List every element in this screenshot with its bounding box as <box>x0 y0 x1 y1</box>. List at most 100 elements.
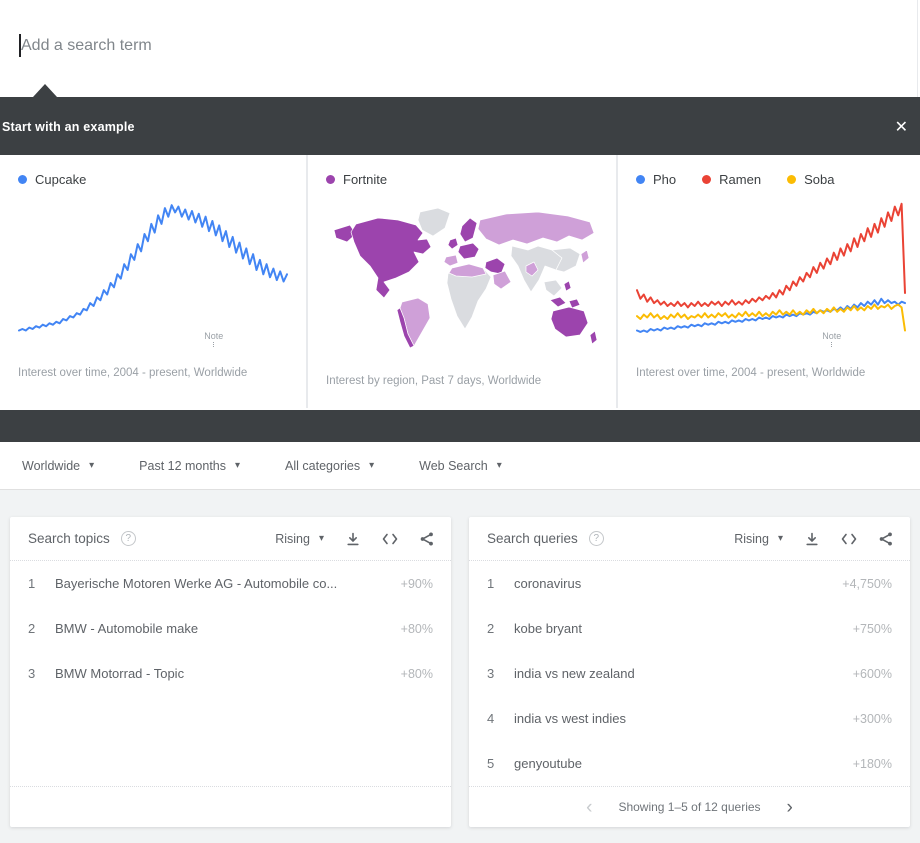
table-row[interactable]: 2 BMW - Automobile make +80% <box>10 606 451 651</box>
embed-code-icon[interactable] <box>841 531 857 547</box>
map-region-chile-argentina <box>396 307 415 349</box>
series-dot-icon <box>702 174 712 184</box>
pagination-prev-icon[interactable]: ‹ <box>586 796 593 818</box>
world-map-chart <box>326 195 598 363</box>
row-value: +180% <box>852 756 892 771</box>
download-icon[interactable] <box>345 531 361 547</box>
filter-geo[interactable]: Worldwide ▾ <box>22 459 94 473</box>
map-region-se-asia <box>543 279 563 297</box>
legend-label: Soba <box>804 171 835 187</box>
row-rank: 3 <box>487 666 495 681</box>
map-region-greenland <box>417 207 451 237</box>
table-row[interactable]: 1 coronavirus +4,750% <box>469 561 910 606</box>
map-region-iberia <box>443 254 459 267</box>
embed-code-icon[interactable] <box>382 531 398 547</box>
panel-header: Search queries ? Rising ▾ <box>469 517 910 561</box>
table-row[interactable]: 1 Bayerische Motoren Werke AG - Automobi… <box>10 561 451 606</box>
line-chart-noodles: Note <box>636 195 906 355</box>
filter-search-type[interactable]: Web Search ▾ <box>419 459 502 473</box>
chevron-down-icon: ▾ <box>89 460 95 471</box>
legend-item: Soba <box>787 172 834 187</box>
sort-dropdown[interactable]: Rising ▾ <box>734 532 783 546</box>
example-cards-row: Cupcake Note Interest over time, 2004 - … <box>0 155 920 408</box>
row-label: BMW Motorrad - Topic <box>55 666 185 681</box>
map-canvas <box>333 207 598 349</box>
panel-header: Search topics ? Rising ▾ <box>10 517 451 561</box>
help-icon[interactable]: ? <box>588 531 604 546</box>
example-card-cupcake[interactable]: Cupcake Note Interest over time, 2004 - … <box>0 155 306 408</box>
table-row[interactable]: 4 india vs west indies +300% <box>469 696 910 741</box>
row-label: BMW - Automobile make <box>55 621 199 636</box>
row-rank: 2 <box>28 621 36 636</box>
chevron-down-icon: ▾ <box>235 460 241 471</box>
download-icon[interactable] <box>804 531 820 547</box>
legend: Cupcake <box>18 169 288 189</box>
table-row[interactable]: 5 genyoutube +180% <box>469 741 910 786</box>
map-region-australia <box>550 306 589 338</box>
topics-list: 1 Bayerische Motoren Werke AG - Automobi… <box>10 561 451 696</box>
chevron-down-icon: ▾ <box>777 533 783 544</box>
banner-title: Start with an example <box>2 120 135 134</box>
example-card-noodles[interactable]: Pho Ramen Soba Note Interest over time, … <box>618 155 920 408</box>
filter-time-range[interactable]: Past 12 months ▾ <box>139 459 240 473</box>
map-region-philippines <box>563 280 572 292</box>
search-input[interactable] <box>21 28 621 64</box>
series-dot-icon <box>787 174 797 184</box>
share-icon[interactable] <box>878 531 894 547</box>
legend-item: Fortnite <box>326 172 387 187</box>
row-rank: 1 <box>487 576 495 591</box>
legend-item: Pho <box>636 172 676 187</box>
close-icon[interactable]: ✕ <box>894 119 908 136</box>
legend: Pho Ramen Soba <box>636 169 906 189</box>
help-icon[interactable]: ? <box>120 531 136 546</box>
pagination-next-icon[interactable]: › <box>786 796 793 818</box>
row-label: india vs new zealand <box>514 666 635 681</box>
chart-canvas <box>18 204 288 332</box>
share-icon[interactable] <box>419 531 435 547</box>
chart-caption: Interest over time, 2004 - present, Worl… <box>18 367 248 379</box>
chart-caption: Interest by region, Past 7 days, Worldwi… <box>326 375 542 387</box>
map-region-alaska <box>333 224 357 243</box>
row-rank: 4 <box>487 711 495 726</box>
legend-label: Pho <box>653 171 677 187</box>
divider <box>0 408 920 410</box>
map-region-russia <box>477 211 595 246</box>
row-rank: 5 <box>487 756 495 771</box>
map-region-new-zealand <box>589 330 598 345</box>
legend-item: Ramen <box>702 172 761 187</box>
row-value: +90% <box>400 576 433 591</box>
chevron-down-icon: ▾ <box>318 533 324 544</box>
chart-note-annotation: Note <box>822 331 841 347</box>
chart-canvas <box>636 202 906 333</box>
example-banner: Start with an example ✕ <box>0 84 920 155</box>
chart-caption: Interest over time, 2004 - present, Worl… <box>636 367 866 379</box>
panel-footer: ‹ Showing 1–5 of 12 queries › <box>469 786 910 827</box>
row-label: Bayerische Motoren Werke AG - Automobile… <box>55 576 338 591</box>
queries-list: 1 coronavirus +4,750% 2 kobe bryant +750… <box>469 561 910 786</box>
row-value: +80% <box>400 666 433 681</box>
map-region-japan <box>580 249 590 264</box>
line-chart-cupcake: Note <box>18 195 288 355</box>
map-region-north-africa <box>448 263 487 278</box>
map-region-east-asia <box>551 247 581 273</box>
sort-dropdown[interactable]: Rising ▾ <box>275 532 324 546</box>
row-label: genyoutube <box>514 756 582 771</box>
row-value: +4,750% <box>842 576 892 591</box>
filter-category[interactable]: All categories ▾ <box>285 459 374 473</box>
example-card-fortnite[interactable]: Fortnite <box>308 155 616 408</box>
search-topics-panel: Search topics ? Rising ▾ <box>10 517 451 827</box>
series-dot-icon <box>636 174 645 184</box>
panel-title: Search topics <box>28 531 110 546</box>
map-region-scandinavia <box>459 217 478 243</box>
table-row[interactable]: 3 BMW Motorrad - Topic +80% <box>10 651 451 696</box>
row-value: +750% <box>852 621 892 636</box>
filter-label: All categories <box>285 458 361 473</box>
row-label: india vs west indies <box>514 711 626 726</box>
map-region-pakistan <box>525 261 539 277</box>
table-row[interactable]: 3 india vs new zealand +600% <box>469 651 910 696</box>
row-rank: 1 <box>28 576 36 591</box>
banner-caret-shape <box>33 84 57 97</box>
table-row[interactable]: 2 kobe bryant +750% <box>469 606 910 651</box>
row-label: kobe bryant <box>514 621 582 636</box>
row-value: +600% <box>852 666 892 681</box>
